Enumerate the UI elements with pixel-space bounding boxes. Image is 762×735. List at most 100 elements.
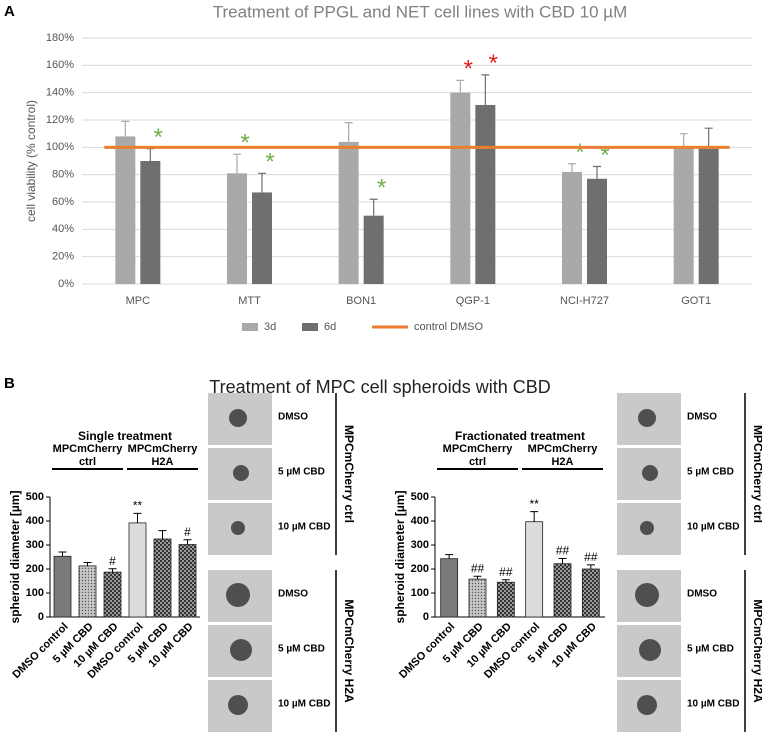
y-tick-label: 0% bbox=[58, 278, 74, 290]
y-tick-label: 100% bbox=[46, 141, 74, 153]
bar bbox=[581, 568, 600, 618]
group-label: H2A bbox=[151, 456, 173, 468]
legend-swatch bbox=[302, 323, 318, 331]
error-bar bbox=[568, 163, 576, 172]
y-tick-label: 500 bbox=[411, 491, 429, 503]
spheroid bbox=[638, 409, 656, 427]
image-label: 10 µM CBD bbox=[687, 699, 739, 710]
y-tick-label: 80% bbox=[52, 169, 74, 181]
y-tick-label: 140% bbox=[46, 87, 74, 99]
chart-title: Fractionated treatment bbox=[455, 429, 585, 443]
bar bbox=[363, 215, 384, 284]
bar bbox=[103, 571, 122, 618]
y-axis-label: cell viability (% control) bbox=[24, 100, 38, 222]
y-tick-label: 400 bbox=[26, 515, 44, 527]
bar bbox=[562, 171, 582, 284]
y-tick-label: 300 bbox=[26, 539, 44, 551]
image-label: 5 µM CBD bbox=[687, 644, 734, 655]
y-tick-label: 100 bbox=[26, 587, 44, 599]
error-bar bbox=[530, 511, 539, 522]
significance-mark: * bbox=[265, 149, 274, 176]
group-label: MPCmCherry bbox=[128, 443, 199, 455]
y-tick-label: 200 bbox=[411, 563, 429, 575]
bar bbox=[338, 141, 359, 284]
error-bar bbox=[344, 122, 353, 142]
bar bbox=[525, 521, 544, 618]
panel-label: A bbox=[4, 3, 15, 20]
spheroid bbox=[642, 465, 658, 481]
y-tick-label: 40% bbox=[52, 223, 74, 235]
spheroid bbox=[635, 583, 659, 607]
bar bbox=[252, 192, 272, 284]
spheroid bbox=[233, 465, 249, 481]
panel-label: B bbox=[4, 375, 15, 392]
bar bbox=[153, 538, 172, 618]
image-label: DMSO bbox=[687, 412, 717, 423]
bar bbox=[78, 565, 97, 618]
error-bar bbox=[704, 127, 713, 149]
spheroid bbox=[230, 639, 252, 661]
group-label: MPCmCherry bbox=[528, 443, 599, 455]
bar bbox=[468, 578, 487, 618]
spheroid bbox=[637, 695, 657, 715]
legend-swatch bbox=[242, 323, 258, 331]
image-group-label: MPCmCherry H2A bbox=[342, 599, 356, 703]
error-bar bbox=[473, 575, 482, 580]
y-tick-label: 180% bbox=[46, 32, 74, 44]
y-tick-label: 120% bbox=[46, 114, 74, 126]
spheroid bbox=[640, 521, 654, 535]
significance-mark: * bbox=[377, 175, 386, 202]
y-tick-label: 20% bbox=[52, 251, 74, 263]
x-tick-label: BON1 bbox=[346, 295, 376, 307]
image-label: 5 µM CBD bbox=[687, 467, 734, 478]
image-label: DMSO bbox=[278, 589, 308, 600]
significance-mark: * bbox=[464, 56, 473, 83]
error-bar bbox=[501, 579, 510, 583]
error-bar bbox=[445, 554, 454, 559]
bar bbox=[553, 563, 572, 618]
bar bbox=[128, 522, 147, 618]
significance-mark: * bbox=[489, 50, 498, 77]
legend-label: control DMSO bbox=[414, 321, 484, 333]
image-label: 5 µM CBD bbox=[278, 644, 325, 655]
y-tick-label: 0 bbox=[38, 611, 44, 623]
image-label: DMSO bbox=[278, 412, 308, 423]
error-bar bbox=[83, 562, 92, 566]
bar bbox=[178, 544, 197, 618]
image-group-label: MPCmCherry ctrl bbox=[751, 425, 762, 523]
y-tick-label: 60% bbox=[52, 196, 74, 208]
significance-mark: * bbox=[154, 124, 163, 151]
image-label: 5 µM CBD bbox=[278, 467, 325, 478]
spheroid bbox=[228, 695, 248, 715]
image-label: 10 µM CBD bbox=[278, 699, 330, 710]
y-tick-label: 200 bbox=[26, 563, 44, 575]
error-bar bbox=[258, 172, 266, 193]
significance-mark: * bbox=[600, 142, 609, 169]
bar bbox=[140, 161, 161, 284]
y-tick-label: 0 bbox=[423, 611, 429, 623]
group-label: ctrl bbox=[469, 456, 486, 468]
error-bar bbox=[108, 568, 117, 573]
error-bar bbox=[58, 551, 67, 557]
bar bbox=[450, 92, 471, 285]
value-label: # bbox=[109, 554, 116, 568]
legend-label: 3d bbox=[264, 321, 276, 333]
bar bbox=[475, 104, 496, 284]
group-label: ctrl bbox=[79, 456, 96, 468]
y-axis-label: spheroid diameter [µm] bbox=[393, 491, 407, 624]
x-tick-label: GOT1 bbox=[681, 295, 711, 307]
bar bbox=[53, 555, 72, 618]
error-bar bbox=[481, 74, 490, 105]
error-bar bbox=[158, 530, 167, 539]
value-label: ** bbox=[133, 498, 143, 512]
spheroid bbox=[231, 521, 245, 535]
y-tick-label: 100 bbox=[411, 587, 429, 599]
group-label: H2A bbox=[551, 456, 573, 468]
value-label: # bbox=[184, 525, 191, 539]
error-bar bbox=[586, 564, 595, 569]
chart-title: Single treatment bbox=[78, 429, 172, 443]
y-tick-label: 300 bbox=[411, 539, 429, 551]
legend-label: 6d bbox=[324, 321, 336, 333]
spheroid bbox=[226, 583, 250, 607]
x-tick-label: MPC bbox=[126, 295, 151, 307]
